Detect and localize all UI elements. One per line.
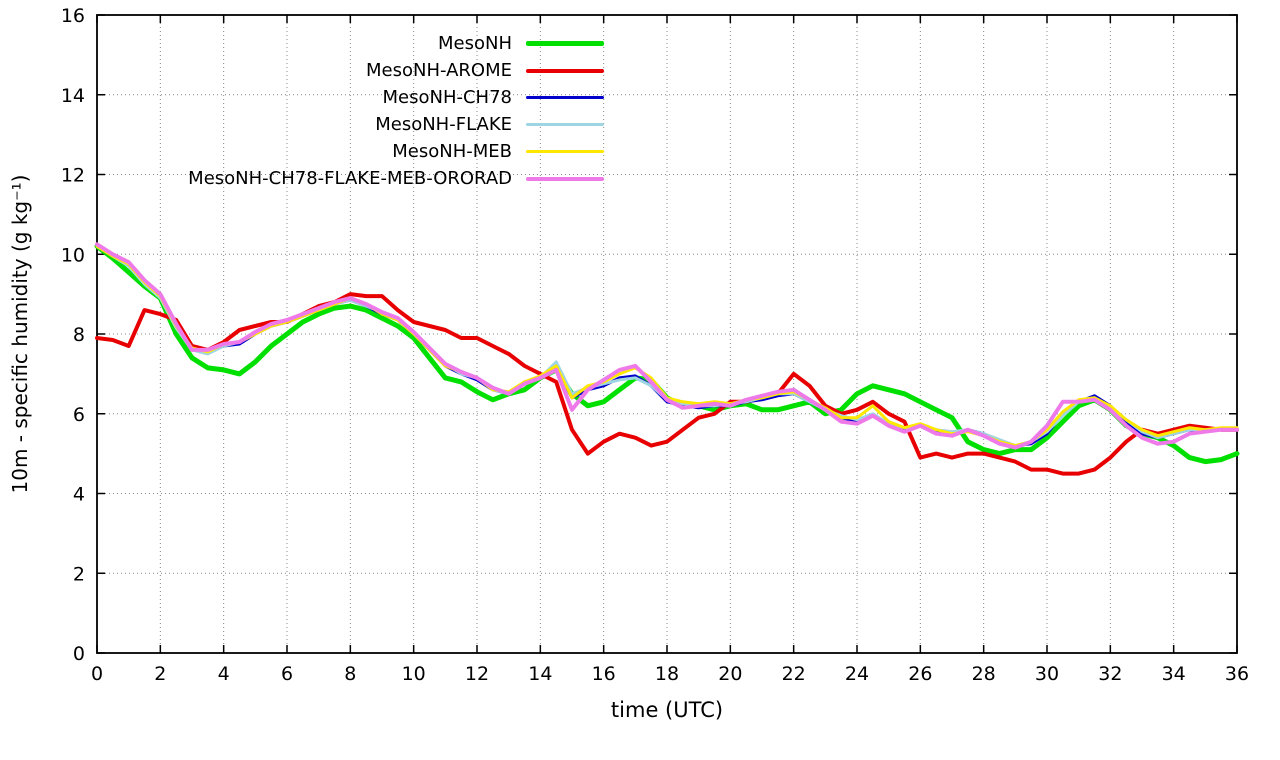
legend-line-sample — [526, 68, 604, 73]
x-tick-label: 6 — [281, 663, 293, 685]
y-tick-label: 12 — [61, 165, 85, 187]
y-tick-label: 6 — [73, 404, 85, 426]
y-tick-label: 4 — [73, 484, 85, 506]
x-tick-label: 10 — [402, 663, 426, 685]
legend-label: MesoNH-CH78 — [382, 87, 513, 108]
x-tick-label: 12 — [465, 663, 489, 685]
legend-item: MesoNH — [0, 30, 604, 57]
y-tick-label: 8 — [73, 324, 85, 346]
legend-item: MesoNH-AROME — [0, 57, 604, 84]
x-tick-label: 14 — [528, 663, 552, 685]
x-tick-label: 26 — [908, 663, 932, 685]
legend-line-sample — [526, 41, 604, 46]
legend-item: MesoNH-CH78-FLAKE-MEB-ORORAD — [0, 165, 604, 192]
y-tick-label: 0 — [73, 643, 85, 665]
legend-item: MesoNH-CH78 — [0, 84, 604, 111]
x-tick-label: 16 — [592, 663, 616, 685]
legend: MesoNH MesoNH-AROME MesoNH-CH78 MesoNH-FLAK… — [0, 30, 604, 192]
legend-line-sample — [526, 123, 604, 126]
x-tick-label: 34 — [1162, 663, 1186, 685]
legend-item: MesoNH-MEB — [0, 138, 604, 165]
legend-line-sample — [526, 176, 604, 181]
x-tick-label: 8 — [344, 663, 356, 685]
x-tick-label: 32 — [1098, 663, 1122, 685]
y-tick-label: 10 — [61, 244, 85, 266]
legend-line-sample — [526, 150, 604, 153]
legend-line-sample — [526, 96, 604, 99]
x-tick-label: 20 — [718, 663, 742, 685]
x-tick-label: 22 — [782, 663, 806, 685]
x-axis-label: time (UTC) — [610, 698, 724, 722]
y-tick-label: 14 — [61, 85, 85, 107]
legend-item: MesoNH-FLAKE — [0, 111, 604, 138]
legend-label: MesoNH-AROME — [366, 60, 512, 81]
plot-border — [96, 14, 1238, 654]
legend-label: MesoNH-CH78-FLAKE-MEB-ORORAD — [188, 168, 512, 189]
x-tick-label: 28 — [972, 663, 996, 685]
x-tick-label: 0 — [91, 663, 103, 685]
x-tick-label: 24 — [845, 663, 869, 685]
legend-label: MesoNH — [438, 33, 512, 54]
x-tick-label: 4 — [218, 663, 230, 685]
x-tick-label: 30 — [1035, 663, 1059, 685]
x-tick-label: 18 — [655, 663, 679, 685]
series-line-MesoNH — [94, 243, 1240, 465]
legend-label: MesoNH-FLAKE — [375, 114, 512, 135]
x-tick-label: 2 — [154, 663, 166, 685]
legend-label: MesoNH-MEB — [392, 141, 512, 162]
y-tick-label: 16 — [61, 5, 85, 27]
y-axis-label: 10m - specific humidity (g kg⁻¹) — [8, 174, 32, 494]
x-tick-label: 36 — [1225, 663, 1249, 685]
series-line-MesoNH-CH78-FLAKE-MEB-ORORAD — [95, 242, 1239, 450]
y-tick-label: 2 — [73, 563, 85, 585]
